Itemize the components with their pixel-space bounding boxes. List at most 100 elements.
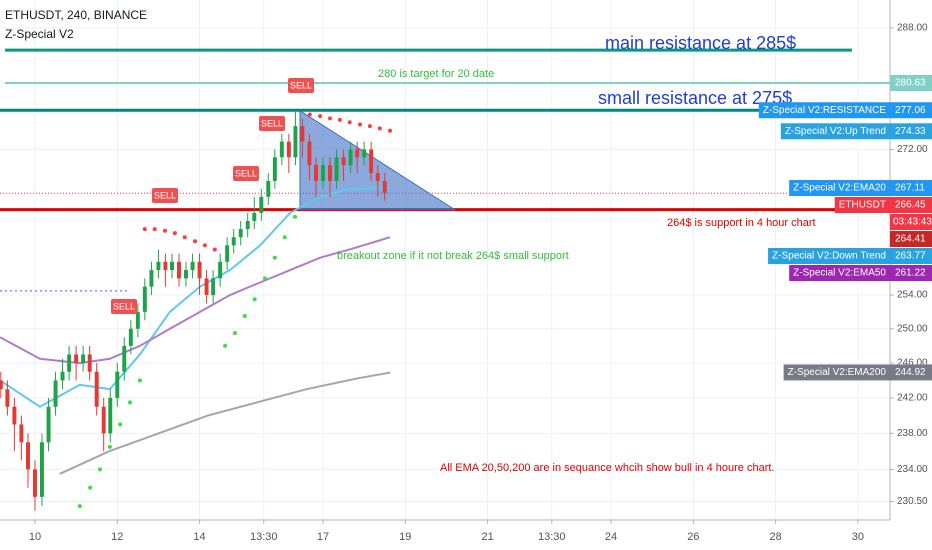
sar-dot <box>182 235 187 240</box>
price-box <box>890 123 932 140</box>
sar-dot <box>252 297 257 302</box>
sar-dot <box>327 116 332 121</box>
sell-label: SELL <box>261 118 283 128</box>
x-tick-label: 17 <box>317 531 329 543</box>
annotation: breakout zone if it not break 264$ small… <box>337 250 569 262</box>
x-tick-label: 26 <box>687 531 699 543</box>
candle-body <box>122 345 127 372</box>
candle-body <box>231 237 236 246</box>
candle-body <box>128 328 133 346</box>
x-tick-label: 21 <box>481 531 493 543</box>
price-box <box>890 364 932 381</box>
price-value: 263.77 <box>895 251 926 262</box>
price-name-box <box>789 265 890 282</box>
price-box <box>890 102 932 119</box>
candle-body <box>170 261 174 271</box>
triangle-pattern <box>299 109 457 211</box>
sar-dot <box>242 314 247 319</box>
sell-badge <box>111 299 137 314</box>
candle-body <box>197 261 202 279</box>
candle-body <box>218 261 223 279</box>
candle-body <box>101 406 106 434</box>
sar-dot <box>162 228 167 233</box>
candle-body <box>163 261 168 271</box>
candle-body <box>81 354 86 364</box>
candle-body <box>115 371 120 398</box>
price-name: Z-Special V2:EMA20 <box>793 183 886 194</box>
price-value: 280.63 <box>895 78 926 89</box>
x-tick-label: 24 <box>605 531 617 543</box>
annotation: 264$ is support in 4 hour chart <box>667 217 816 229</box>
sar-dot <box>128 400 133 405</box>
sar-dot <box>77 504 82 509</box>
candle-body <box>32 469 37 497</box>
candle-body <box>94 371 99 407</box>
sar-dot <box>232 331 237 336</box>
candle-body <box>328 165 332 181</box>
candle-body <box>108 397 113 434</box>
candle-body <box>12 406 17 425</box>
candle-body <box>382 180 387 193</box>
candle-body <box>142 286 147 312</box>
candle-body <box>67 354 72 372</box>
candle-body <box>334 157 339 181</box>
candle-body <box>245 220 250 230</box>
sar-dot <box>118 422 123 427</box>
sar-dot <box>367 124 372 129</box>
candle-body <box>259 196 264 213</box>
annotation: All EMA 20,50,200 are in sequance whcih … <box>440 462 774 474</box>
annotation: small resistance at 275$ <box>598 88 792 108</box>
y-tick-label: 246.00 <box>897 358 928 369</box>
price-name-box <box>758 102 890 119</box>
x-tick-label: 28 <box>769 531 781 543</box>
annotation: main resistance at 285$ <box>605 33 796 53</box>
y-tick-label: 230.50 <box>897 496 928 507</box>
sar-dot <box>172 231 177 236</box>
candle-body <box>321 165 325 181</box>
price-value: 267.11 <box>895 183 925 194</box>
candle-body <box>74 354 79 364</box>
price-box <box>890 180 932 197</box>
price-name-box <box>789 180 890 197</box>
candle-body <box>362 149 367 158</box>
sar-dot <box>282 235 287 240</box>
price-name-box <box>768 248 890 265</box>
price-name: ETHUSDT <box>839 200 886 211</box>
y-tick-label: 238.00 <box>897 428 928 439</box>
candle-body <box>300 126 305 142</box>
candle-body <box>225 245 230 262</box>
price-name: Z-Special V2:EMA200 <box>788 367 887 378</box>
sar-dot <box>337 117 342 122</box>
x-tick-label: 13:30 <box>250 531 278 543</box>
price-name-box <box>834 197 890 214</box>
sar-dot <box>307 112 312 117</box>
sell-badge <box>259 116 285 131</box>
price-value: 261.22 <box>895 268 926 279</box>
price-name: Z-Special V2:RESISTANCE <box>763 105 887 116</box>
candle-body <box>60 371 65 381</box>
x-tick-label: 30 <box>852 531 864 543</box>
sar-dot <box>377 126 382 131</box>
candle-body <box>5 389 10 407</box>
y-tick-label: 272.00 <box>897 144 928 155</box>
candle-body <box>19 424 24 443</box>
candle-body <box>39 442 44 497</box>
sar-dot <box>272 255 277 260</box>
price-value: 264.41 <box>895 234 926 245</box>
price-box <box>890 75 932 92</box>
candle-body <box>0 380 3 390</box>
sell-label: SELL <box>113 301 135 311</box>
price-box <box>890 248 932 265</box>
sar-dot <box>223 343 228 348</box>
price-box <box>890 231 932 248</box>
symbol-title: ETHUSDT, 240, BINANCE <box>5 8 147 22</box>
x-tick-label: 14 <box>193 531 205 543</box>
candle-body <box>348 149 353 166</box>
candle-body <box>87 354 92 372</box>
price-value: 244.92 <box>895 367 926 378</box>
sar-dot <box>202 243 207 248</box>
price-name: Z-Special V2:Down Trend <box>772 251 886 262</box>
sar-dot <box>358 122 363 127</box>
